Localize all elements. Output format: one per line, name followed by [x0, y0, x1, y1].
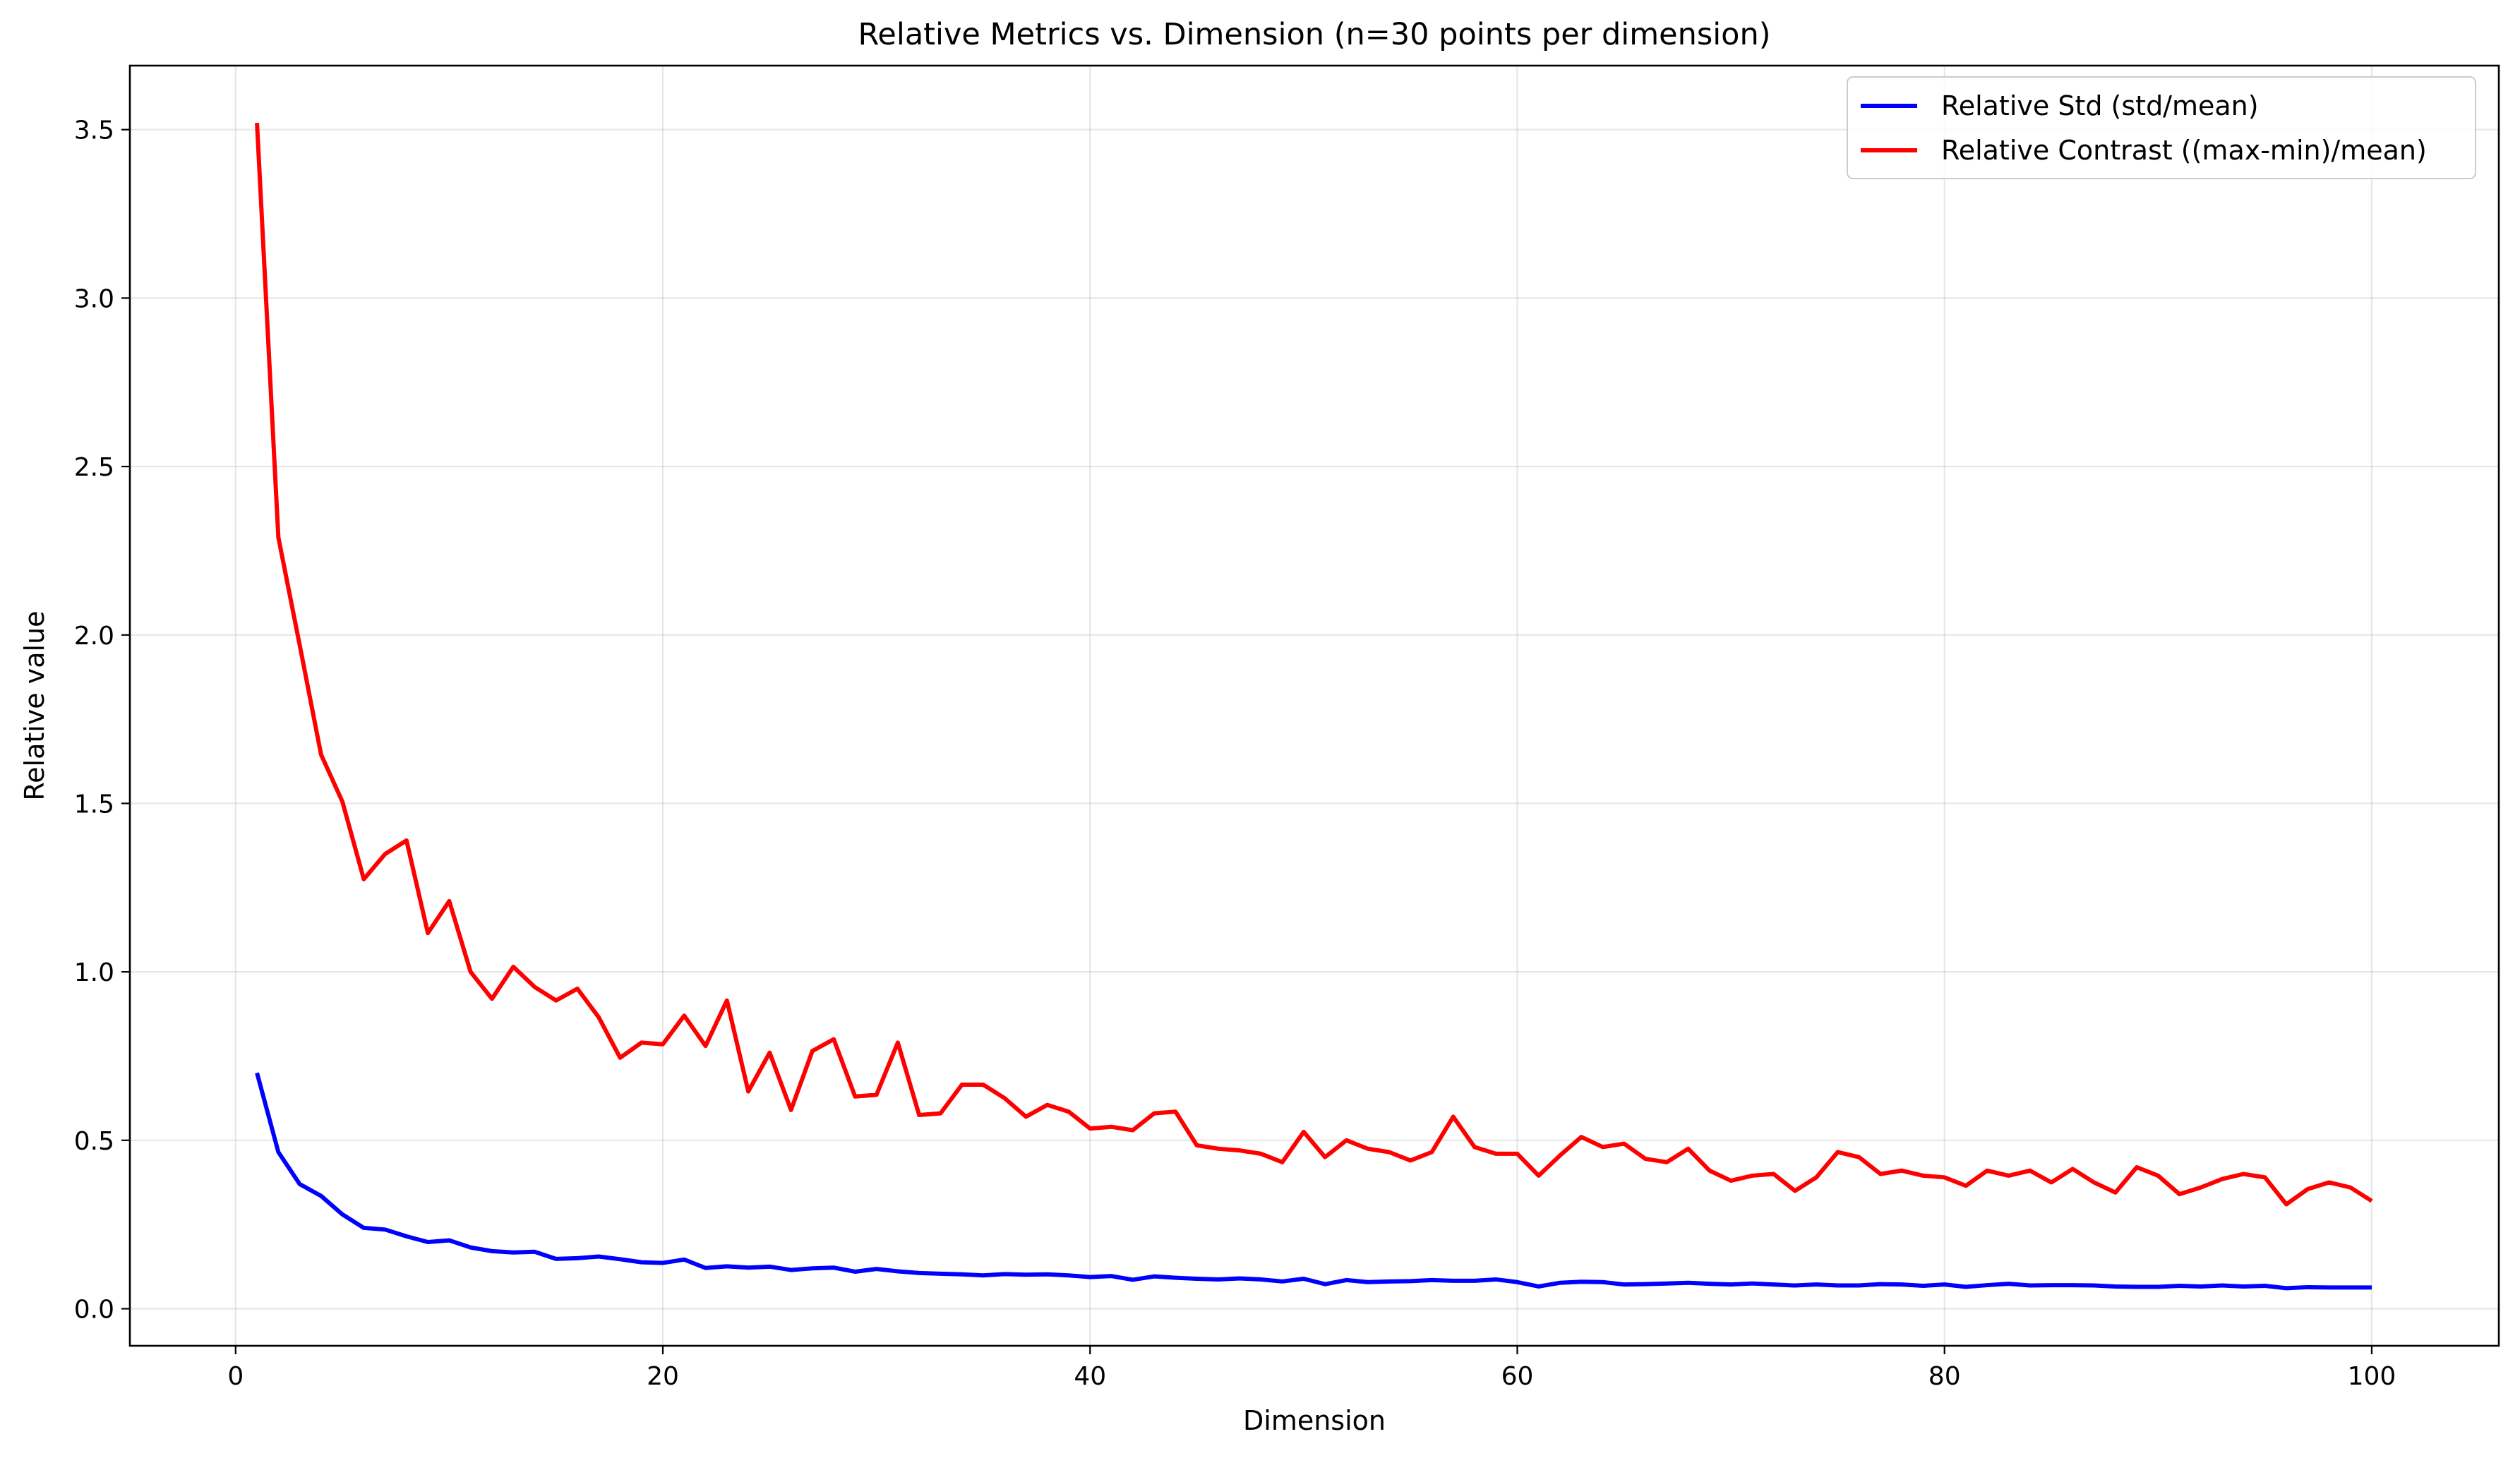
y-tick-label: 3.5 [74, 116, 114, 145]
series-line-relative-std [255, 1072, 2372, 1291]
x-tick-label: 60 [1501, 1362, 1534, 1391]
legend-label-relative-std: Relative Std (std/mean) [1941, 90, 2259, 121]
axis-ticks: 0 20 40 60 80 100 0.0 0.5 1.0 1.5 2.0 2.5 3.0 3.5 [74, 116, 2396, 1391]
y-tick-label: 1.5 [74, 790, 114, 819]
legend-box [1847, 76, 2476, 179]
x-tick-label: 100 [2348, 1362, 2396, 1391]
x-axis-label: Dimension [1243, 1405, 1386, 1436]
y-tick-label: 1.0 [74, 958, 114, 987]
x-tick-label: 80 [1928, 1362, 1961, 1391]
plot-frame [128, 64, 2500, 1347]
chart-title: Relative Metrics vs. Dimension (n=30 poi… [858, 17, 1770, 52]
legend: Relative Std (std/mean) Relative Contras… [1847, 76, 2476, 179]
y-axis-label: Relative value [19, 610, 50, 800]
y-tick-label: 3.0 [74, 284, 114, 313]
y-tick-label: 0.0 [74, 1295, 114, 1324]
plot-lines [255, 122, 2373, 1291]
y-tick-label: 0.5 [74, 1127, 114, 1156]
x-tick-label: 0 [227, 1362, 244, 1391]
y-tick-label: 2.5 [74, 453, 114, 482]
x-tick-label: 20 [647, 1362, 679, 1391]
legend-label-relative-contrast: Relative Contrast ((max-min)/mean) [1941, 135, 2427, 166]
series-line-relative-contrast [255, 122, 2373, 1207]
y-tick-label: 2.0 [74, 622, 114, 651]
x-tick-label: 40 [1074, 1362, 1106, 1391]
